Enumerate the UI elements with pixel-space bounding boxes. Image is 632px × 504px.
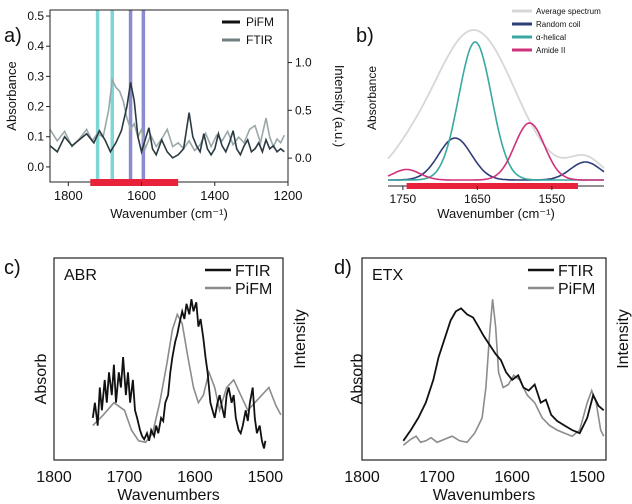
panel-a: a) 1800 1600 1400 1200 0.0 0.1 0.2 0.3 0.4 0.5 0.0 0… <box>4 9 347 221</box>
x-tick-label-c: 1500 <box>248 469 284 486</box>
x-tick-label-a: 1600 <box>127 188 156 203</box>
x-tick-label-c: 1800 <box>36 469 72 486</box>
panel-label-c: c) <box>4 257 21 279</box>
y-tick-label-a: 0.1 <box>27 130 44 144</box>
panel-label-a: a) <box>4 25 22 47</box>
y-tick-label-a: 0.0 <box>27 160 44 174</box>
legend-label-pifm-d: PiFM <box>558 281 595 298</box>
y-right-tick-label-a: 1.0 <box>295 56 312 70</box>
plot-frame-c <box>53 257 284 461</box>
ftir-line-d <box>402 307 605 442</box>
x-tick-label-a: 1400 <box>200 188 229 203</box>
x-axis-label-b: Wavenumber (cm⁻¹) <box>437 206 555 221</box>
x-tick-label-a: 1200 <box>274 188 303 203</box>
y-right-tick-label-a: 0.0 <box>295 151 312 165</box>
y-tick-label-a: 0.5 <box>27 9 44 23</box>
y-right-axis-label-c: Intensity <box>292 309 309 369</box>
highlight-band-a <box>90 179 179 186</box>
y-axis-label-a: Absorbance <box>4 61 19 130</box>
panel-label-b: b) <box>356 25 374 47</box>
highlight-band-b <box>406 183 578 189</box>
legend-label-pifm-a: PiFM <box>246 15 274 29</box>
x-tick-label-b: 1550 <box>539 192 566 206</box>
x-tick-label-d: 1600 <box>494 469 530 486</box>
legend-label-ftir-a: FTIR <box>246 33 273 47</box>
panel-label-d: d) <box>334 257 352 279</box>
x-tick-label-d: 1700 <box>419 469 455 486</box>
legend-label-b-0: Average spectrum <box>536 7 601 16</box>
curve-b-1 <box>388 137 605 181</box>
y-axis-label-d: Absorb <box>349 354 366 405</box>
y-tick-label-a: 0.2 <box>27 100 44 114</box>
ftir-line-c <box>91 299 267 449</box>
y-right-tick-label-a: 0.5 <box>295 103 312 117</box>
legend-label-b-3: Amide II <box>536 46 565 55</box>
pifm-line-d <box>402 299 605 446</box>
legend-label-b-1: Random coil <box>536 20 581 29</box>
y-tick-label-a: 0.3 <box>27 69 44 83</box>
y-right-axis-label-d: Intensity <box>615 309 632 369</box>
panel-title-c: ABR <box>64 267 97 284</box>
legend-label-ftir-c: FTIR <box>235 263 271 280</box>
x-tick-label-b: 1650 <box>464 192 491 206</box>
legend-label-pifm-c: PiFM <box>235 281 272 298</box>
y-right-axis-label-a: Intensity (a.u.) <box>332 65 347 147</box>
panel-title-d: ETX <box>372 267 403 284</box>
x-tick-label-c: 1700 <box>107 469 143 486</box>
pifm-line-a <box>49 82 285 159</box>
x-tick-label-c: 1600 <box>177 469 213 486</box>
x-axis-label-a: Wavenumber (cm⁻¹) <box>110 206 228 221</box>
x-axis-label-c: Wavenumbers <box>117 487 220 504</box>
x-tick-label-d: 1800 <box>344 469 380 486</box>
y-tick-label-a: 0.4 <box>27 39 44 53</box>
curve-b-2 <box>388 41 604 181</box>
plot-frame-d <box>361 257 607 461</box>
x-tick-label-b: 1750 <box>390 192 417 206</box>
curve-b-3 <box>387 122 604 181</box>
x-axis-label-d: Wavenumbers <box>433 487 536 504</box>
ftir-line-a <box>49 76 286 152</box>
y-axis-label-b: Absorbance <box>365 66 379 130</box>
legend-label-b-2: α-helical <box>536 33 566 42</box>
curve-b-0 <box>387 29 605 169</box>
legend-label-ftir-d: FTIR <box>558 263 594 280</box>
y-axis-label-c: Absorb <box>33 354 50 405</box>
x-tick-label-a: 1800 <box>54 188 83 203</box>
x-tick-label-d: 1500 <box>569 469 605 486</box>
